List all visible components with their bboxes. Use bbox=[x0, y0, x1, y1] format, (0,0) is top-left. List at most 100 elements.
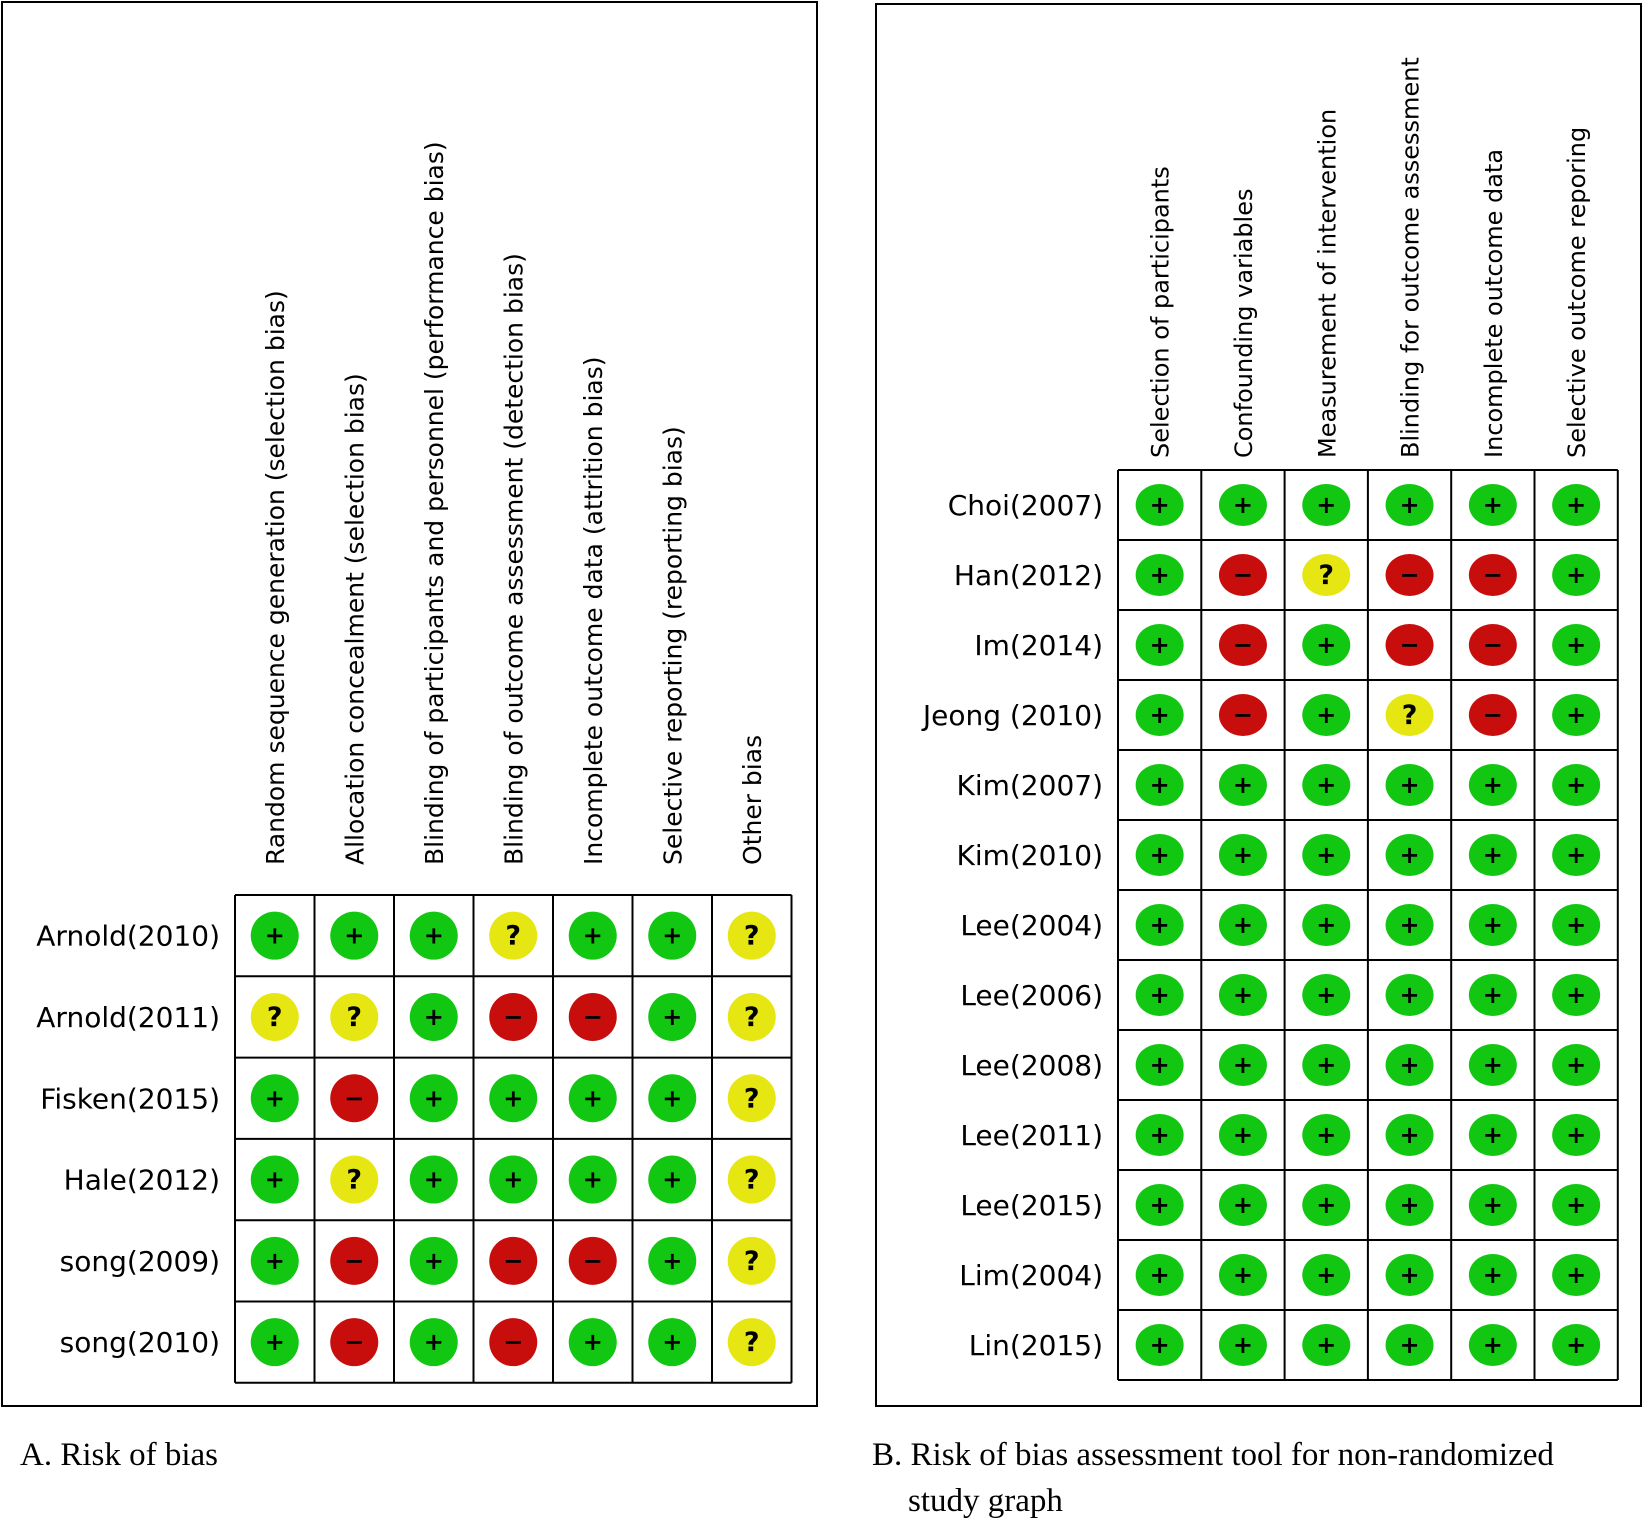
column-header: Blinding of outcome assessment (detectio… bbox=[499, 253, 528, 865]
rating-dot bbox=[1218, 624, 1267, 666]
rating-symbol: − bbox=[1233, 631, 1253, 659]
rating-low-icon: + bbox=[1385, 1254, 1434, 1296]
rating-low-icon: + bbox=[1135, 1184, 1184, 1226]
rating-high-icon: − bbox=[1385, 624, 1434, 666]
rating-low-icon: + bbox=[1302, 484, 1351, 526]
rating-symbol: − bbox=[583, 1003, 603, 1031]
column-header: Blinding for outcome assessment bbox=[1397, 57, 1425, 458]
column-header: Confounding variables bbox=[1230, 188, 1258, 458]
rating-dot bbox=[1468, 1114, 1517, 1156]
rating-symbol: + bbox=[1150, 701, 1170, 729]
study-label: Fisken(2015) bbox=[40, 1082, 220, 1115]
rating-symbol: ? bbox=[267, 1002, 283, 1033]
study-label: Jeong (2010) bbox=[921, 699, 1103, 732]
rating-low-icon: + bbox=[1468, 904, 1517, 946]
rating-high-icon: − bbox=[489, 992, 538, 1041]
rating-low-icon: + bbox=[1135, 834, 1184, 876]
rating-dot bbox=[409, 911, 458, 960]
study-label: Kim(2010) bbox=[956, 839, 1103, 872]
rating-symbol: + bbox=[1150, 911, 1170, 939]
rating-low-icon: + bbox=[1135, 904, 1184, 946]
rating-dot bbox=[1135, 834, 1184, 876]
rating-dot bbox=[1385, 834, 1434, 876]
study-label: Lee(2015) bbox=[960, 1189, 1103, 1222]
rating-symbol: + bbox=[1150, 491, 1170, 519]
rating-high-icon: − bbox=[330, 1236, 379, 1285]
rating-dot bbox=[568, 1074, 617, 1123]
rating-symbol: − bbox=[503, 1328, 523, 1356]
rating-symbol: + bbox=[1316, 771, 1336, 799]
rating-symbol: + bbox=[1399, 491, 1419, 519]
rating-low-icon: + bbox=[1468, 1044, 1517, 1086]
rating-low-icon: + bbox=[648, 992, 697, 1041]
rating-low-icon: + bbox=[1302, 1114, 1351, 1156]
rating-dot bbox=[489, 1318, 538, 1367]
rating-symbol: ? bbox=[744, 1327, 760, 1358]
column-header: Selective outcome reporing bbox=[1563, 127, 1591, 458]
rating-dot bbox=[1218, 1254, 1267, 1296]
rating-symbol: + bbox=[1150, 841, 1170, 869]
rating-dot bbox=[727, 1318, 776, 1367]
rating-symbol: + bbox=[1233, 1121, 1253, 1149]
rating-dot bbox=[1385, 1324, 1434, 1366]
rating-dot bbox=[1385, 764, 1434, 806]
rating-low-icon: + bbox=[1552, 554, 1601, 596]
rating-symbol: ? bbox=[744, 921, 760, 952]
rating-dot bbox=[250, 1074, 299, 1123]
rating-symbol: + bbox=[424, 922, 444, 950]
panel-a-grid bbox=[234, 894, 793, 1384]
rating-high-icon: − bbox=[1385, 554, 1434, 596]
study-label: Lee(2004) bbox=[960, 909, 1103, 942]
rating-symbol: + bbox=[1233, 1051, 1253, 1079]
rating-dot bbox=[1135, 694, 1184, 736]
rating-low-icon: + bbox=[1135, 484, 1184, 526]
rating-low-icon: + bbox=[1468, 1114, 1517, 1156]
rating-low-icon: + bbox=[568, 1074, 617, 1123]
rating-dot bbox=[1468, 834, 1517, 876]
rating-low-icon: + bbox=[409, 992, 458, 1041]
rating-symbol: + bbox=[583, 1166, 603, 1194]
rating-dot bbox=[250, 992, 299, 1041]
rating-high-icon: − bbox=[330, 1074, 379, 1123]
rating-low-icon: + bbox=[1302, 764, 1351, 806]
rating-dot bbox=[648, 1318, 697, 1367]
caption-panel-b-line-1: B. Risk of bias assessment tool for non-… bbox=[872, 1437, 1554, 1473]
rating-low-icon: + bbox=[1302, 834, 1351, 876]
rating-dot bbox=[409, 992, 458, 1041]
rating-unclear-icon: ? bbox=[727, 1074, 776, 1123]
rating-dot bbox=[409, 1155, 458, 1204]
rating-high-icon: − bbox=[1218, 694, 1267, 736]
study-label: song(2009) bbox=[60, 1245, 220, 1278]
rating-low-icon: + bbox=[648, 1074, 697, 1123]
rating-dot bbox=[1135, 904, 1184, 946]
rating-symbol: + bbox=[662, 1084, 682, 1112]
panel-b: Selection of participants Confounding var… bbox=[875, 3, 1642, 1407]
rating-symbol: + bbox=[1399, 1121, 1419, 1149]
rating-low-icon: + bbox=[1135, 624, 1184, 666]
rating-dot bbox=[1468, 764, 1517, 806]
rating-dot bbox=[1218, 1184, 1267, 1226]
rating-low-icon: + bbox=[1302, 904, 1351, 946]
rating-dot bbox=[1302, 974, 1351, 1016]
rating-symbol: + bbox=[662, 922, 682, 950]
rating-symbol: + bbox=[1316, 1261, 1336, 1289]
rating-low-icon: + bbox=[648, 1236, 697, 1285]
rating-dot bbox=[330, 1236, 379, 1285]
rating-symbol: + bbox=[424, 1166, 444, 1194]
rating-dot bbox=[1468, 554, 1517, 596]
rating-symbol: + bbox=[1150, 1331, 1170, 1359]
rating-low-icon: + bbox=[1468, 484, 1517, 526]
rating-dot bbox=[409, 1318, 458, 1367]
rating-high-icon: − bbox=[568, 1236, 617, 1285]
rating-dot bbox=[568, 1318, 617, 1367]
rating-symbol: + bbox=[1399, 1261, 1419, 1289]
panel-b-frame bbox=[875, 3, 1642, 1407]
rating-low-icon: + bbox=[1552, 1184, 1601, 1226]
rating-dot bbox=[727, 1074, 776, 1123]
rating-symbol: + bbox=[1233, 1191, 1253, 1219]
rating-symbol: + bbox=[1150, 771, 1170, 799]
rating-symbol: + bbox=[662, 1166, 682, 1194]
rating-symbol: + bbox=[1150, 1191, 1170, 1219]
rating-dot bbox=[489, 992, 538, 1041]
rating-symbol: + bbox=[1233, 981, 1253, 1009]
